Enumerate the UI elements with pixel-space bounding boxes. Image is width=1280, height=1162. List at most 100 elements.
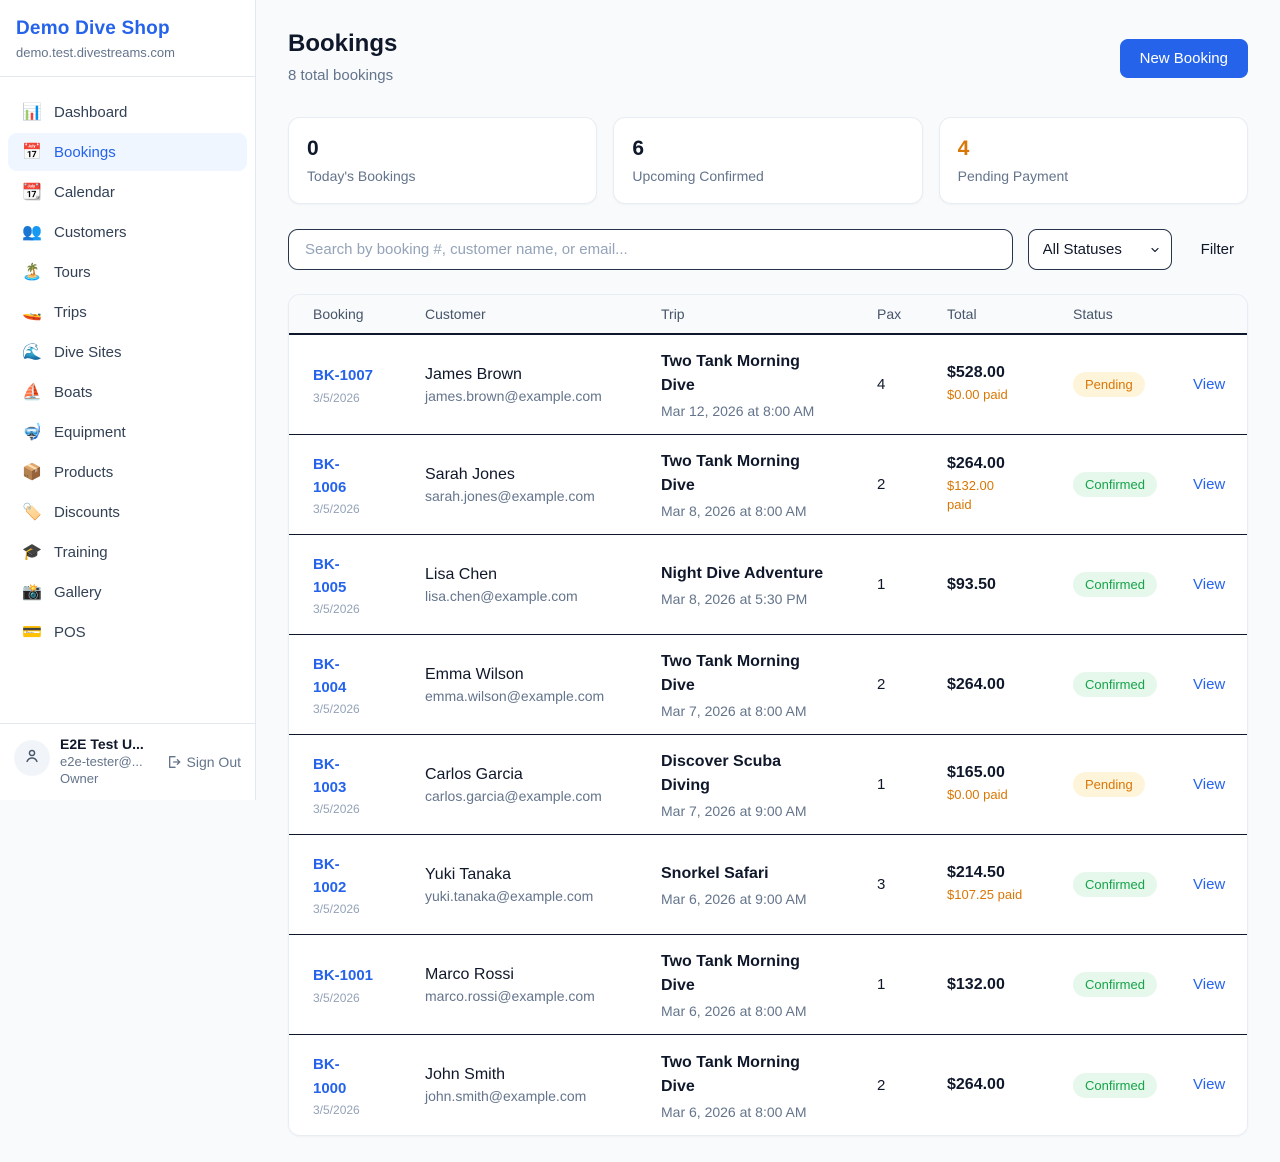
sidebar-item-label: Tours (54, 263, 91, 281)
table-row: BK- 1004 3/5/2026 Emma Wilson emma.wilso… (289, 635, 1247, 735)
customer-name: Lisa Chen (425, 565, 498, 583)
table-header-row: Booking Customer Trip Pax Total Status (289, 295, 1247, 335)
sidebar-item-equipment[interactable]: 🤿 Equipment (8, 413, 247, 451)
view-cell: View (1193, 776, 1225, 794)
sidebar-item-calendar[interactable]: 📆 Calendar (8, 173, 247, 211)
training-icon: 🎓 (22, 544, 42, 561)
sidebar-item-label: Customers (54, 223, 127, 241)
view-link[interactable]: View (1193, 975, 1226, 993)
table-row: BK- 1000 3/5/2026 John Smith john.smith@… (289, 1035, 1247, 1135)
booking-date: 3/5/2026 (313, 702, 360, 717)
booking-id-link[interactable]: BK- 1006 (313, 455, 347, 496)
customer-email: john.smith@example.com (425, 1088, 587, 1104)
customer-email: emma.wilson@example.com (425, 687, 605, 704)
booking-id-link[interactable]: BK-1001 (313, 967, 374, 985)
view-cell: View (1193, 676, 1225, 694)
sign-out-button[interactable]: Sign Out (165, 754, 241, 770)
user-role: Owner (60, 771, 99, 786)
pos-icon: 💳 (22, 624, 42, 641)
stat-card-pending-payment: 4 Pending Payment (938, 117, 1248, 204)
stats-row: 0 Today's Bookings 6 Upcoming Confirmed … (288, 117, 1248, 204)
trip-name: Two Tank Morning Dive (661, 653, 800, 694)
view-link[interactable]: View (1193, 875, 1226, 893)
customer-cell: Carlos Garcia carlos.garcia@example.com (425, 766, 639, 804)
sidebar-item-boats[interactable]: ⛵ Boats (8, 373, 247, 411)
booking-date: 3/5/2026 (313, 990, 360, 1005)
pax-count: 2 (877, 676, 886, 693)
booking-id-link[interactable]: BK- 1005 (313, 555, 347, 596)
sidebar-item-dive-sites[interactable]: 🌊 Dive Sites (8, 333, 247, 371)
booking-id-link[interactable]: BK- 1004 (313, 655, 347, 696)
paid-amount: $132.00 paid (947, 477, 994, 512)
sidebar-item-label: Trips (54, 303, 87, 321)
trip-datetime: Mar 6, 2026 at 9:00 AM (661, 891, 807, 907)
customer-cell: James Brown james.brown@example.com (425, 366, 639, 404)
sidebar-item-bookings[interactable]: 📅 Bookings (8, 133, 247, 171)
status-cell: Confirmed (1073, 472, 1171, 497)
view-link[interactable]: View (1193, 775, 1226, 793)
total-cell: $132.00 (947, 976, 1051, 994)
customer-email: yuki.tanaka@example.com (425, 887, 594, 904)
filter-row: All Statuses Filter (288, 229, 1248, 270)
pax-count: 2 (877, 1076, 886, 1094)
sidebar-item-pos[interactable]: 💳 POS (8, 613, 247, 651)
customer-email: carlos.garcia@example.com (425, 787, 602, 804)
new-booking-button[interactable]: New Booking (1119, 39, 1248, 78)
view-link[interactable]: View (1193, 575, 1226, 593)
sidebar-item-trips[interactable]: 🚤 Trips (8, 293, 247, 331)
search-input[interactable] (288, 229, 1013, 270)
trip-datetime: Mar 8, 2026 at 5:30 PM (661, 591, 808, 607)
view-link[interactable]: View (1193, 1076, 1226, 1093)
user-block: E2E Test U... e2e-tester@... Owner Sign … (0, 723, 255, 800)
sidebar-nav: 📊 Dashboard 📅 Bookings 📆 Calendar 👥 Customers 🏝️… (0, 77, 255, 723)
view-cell: View (1193, 876, 1225, 894)
sign-out-icon (165, 754, 181, 770)
total-amount: $264.00 (947, 675, 1005, 693)
pax-count: 3 (877, 876, 886, 893)
booking-id-link[interactable]: BK- 1000 (313, 1056, 347, 1097)
sidebar-item-discounts[interactable]: 🏷️ Discounts (8, 493, 247, 531)
sidebar-item-training[interactable]: 🎓 Training (8, 533, 247, 571)
total-amount: $165.00 (947, 764, 1005, 782)
view-link[interactable]: View (1193, 675, 1226, 693)
total-amount: $264.00 (947, 1076, 1005, 1093)
customer-cell: Yuki Tanaka yuki.tanaka@example.com (425, 866, 639, 904)
total-amount: $214.50 (947, 864, 1005, 882)
view-link[interactable]: View (1193, 375, 1226, 393)
sidebar-item-customers[interactable]: 👥 Customers (8, 213, 247, 251)
total-cell: $93.50 (947, 576, 1051, 594)
main-content: Bookings 8 total bookings New Booking 0 … (256, 0, 1280, 1136)
status-cell: Confirmed (1073, 572, 1171, 597)
view-cell: View (1193, 1076, 1225, 1094)
filter-button[interactable]: Filter (1187, 233, 1248, 266)
trip-cell: Two Tank Morning Dive Mar 12, 2026 at 8:… (661, 350, 855, 419)
sidebar-item-products[interactable]: 📦 Products (8, 453, 247, 491)
trip-datetime: Mar 6, 2026 at 8:00 AM (661, 1003, 807, 1019)
status-cell: Confirmed (1073, 872, 1171, 897)
sidebar-item-gallery[interactable]: 📸 Gallery (8, 573, 247, 611)
status-cell: Pending (1073, 772, 1171, 797)
booking-id-link[interactable]: BK-1007 (313, 367, 374, 385)
sidebar-item-dashboard[interactable]: 📊 Dashboard (8, 93, 247, 131)
user-icon (23, 747, 41, 770)
table-row: BK- 1002 3/5/2026 Yuki Tanaka yuki.tanak… (289, 835, 1247, 935)
stat-card-upcoming-confirmed: 6 Upcoming Confirmed (613, 117, 923, 204)
customer-cell: John Smith john.smith@example.com (425, 1066, 639, 1104)
booking-date: 3/5/2026 (313, 1102, 360, 1117)
view-link[interactable]: View (1193, 475, 1226, 493)
customer-name: Yuki Tanaka (425, 865, 511, 883)
trip-cell: Two Tank Morning Dive Mar 6, 2026 at 8:0… (661, 950, 855, 1019)
total-cell: $264.00 $132.00 paid (947, 455, 1051, 515)
trip-name: Two Tank Morning Dive (661, 353, 800, 394)
sidebar-item-tours[interactable]: 🏝️ Tours (8, 253, 247, 291)
sidebar-item-label: Dive Sites (54, 343, 122, 361)
column-header: Trip (661, 306, 685, 322)
brand-domain: demo.test.divestreams.com (16, 45, 175, 60)
page-title: Bookings (288, 30, 398, 57)
booking-id-link[interactable]: BK- 1002 (313, 855, 347, 896)
booking-id-link[interactable]: BK- 1003 (313, 755, 347, 796)
booking-cell: BK-1001 3/5/2026 (313, 964, 403, 1004)
stat-value: 0 (307, 137, 319, 160)
pax-count: 1 (877, 576, 886, 593)
status-filter-select[interactable]: All Statuses (1027, 229, 1172, 270)
